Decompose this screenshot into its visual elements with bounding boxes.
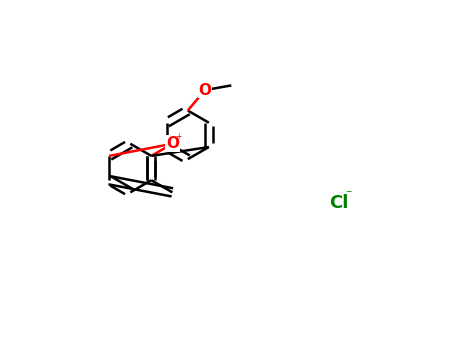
Text: $^+$: $^+$ [174, 133, 183, 142]
Text: Cl: Cl [329, 194, 348, 212]
Text: O: O [198, 83, 212, 98]
Text: $^-$: $^-$ [344, 189, 354, 199]
Text: O: O [166, 136, 179, 151]
